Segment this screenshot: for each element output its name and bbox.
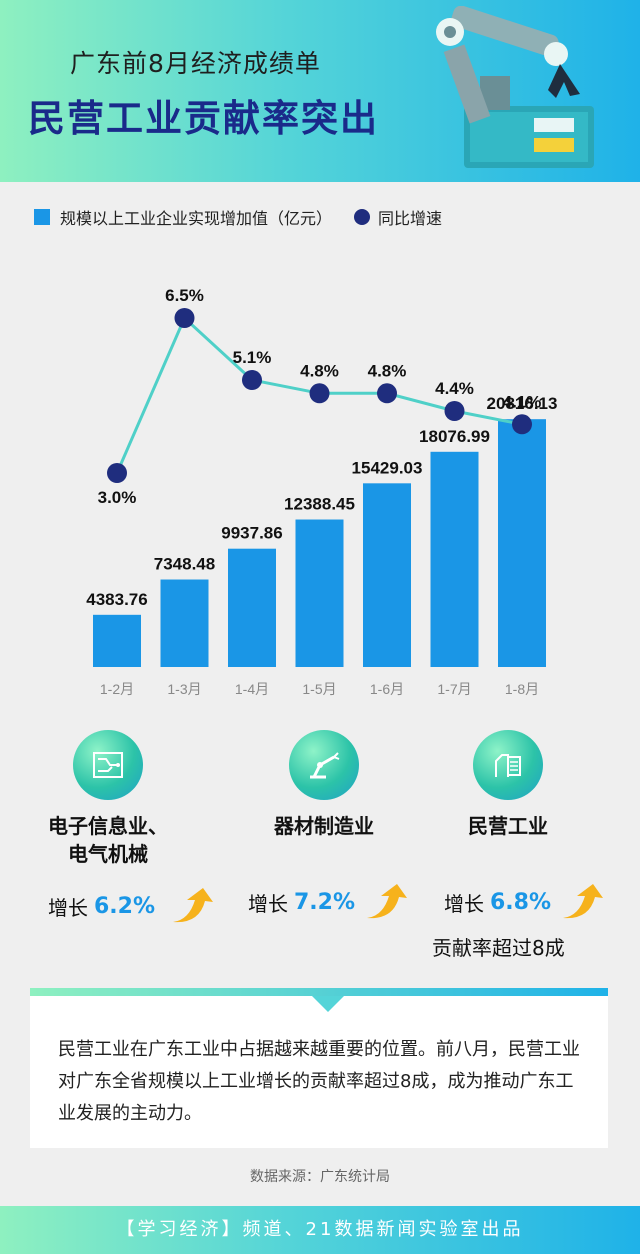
bar-value-label: 4383.76 <box>86 590 147 609</box>
growth-value-label: 3.0% <box>98 488 137 507</box>
sector-highlights: 电子信息业、 电气机械 器材制造业 民营工业 <box>0 730 640 880</box>
growth-point <box>512 414 532 435</box>
x-tick-label: 1-8月 <box>505 681 539 697</box>
bar-1-6月 <box>363 483 411 667</box>
growth-value: 7.2% <box>294 889 356 915</box>
growth-point <box>242 370 262 390</box>
bar-value-label: 12388.45 <box>284 495 355 514</box>
growth-value: 6.8% <box>490 889 552 915</box>
x-tick-label: 1-7月 <box>437 681 471 697</box>
sector-name: 电子信息业、 电气机械 <box>48 814 168 866</box>
growth-private: 增长 6.8% <box>444 882 605 922</box>
bar-value-label: 20816.13 <box>487 394 558 413</box>
bar-value-label: 9937.86 <box>221 524 282 543</box>
header-banner: 广东前8月经济成绩单 民营工业贡献率突出 <box>0 0 640 182</box>
growth-value-label: 4.1% <box>503 392 542 411</box>
growth-point <box>377 383 397 404</box>
legend-line-label: 同比增速 <box>378 209 443 228</box>
summary-top-bar <box>30 988 608 996</box>
summary-notch <box>312 996 344 1012</box>
bar-1-4月 <box>228 548 276 667</box>
growth-value-label: 4.8% <box>300 361 339 380</box>
up-arrow-icon <box>173 888 214 923</box>
bar-1-3月 <box>160 579 209 667</box>
growth-value: 6.2% <box>94 893 156 919</box>
growth-value-label: 4.8% <box>368 361 407 380</box>
growth-electronics: 增长 6.2% <box>48 886 215 926</box>
growth-point <box>444 401 465 421</box>
bar-value-label: 15429.03 <box>352 458 423 477</box>
x-tick-label: 1-4月 <box>235 681 269 697</box>
robot-arm-illustration-icon <box>436 6 594 168</box>
page-title: 民营工业贡献率突出 <box>28 97 379 140</box>
sector-name: 器材制造业 <box>274 814 374 838</box>
up-arrow-icon <box>367 884 408 919</box>
sector-name: 民营工业 <box>468 814 548 838</box>
growth-value-label: 6.5% <box>165 286 204 305</box>
sector-card-electronics: 电子信息业、 电气机械 <box>18 730 198 868</box>
summary-box: 民营工业在广东工业中占据越来越重要的位置。前八月，民营工业对广东全省规模以上工业… <box>30 988 608 1148</box>
robot-arm-icon <box>289 730 359 800</box>
bar-1-5月 <box>295 519 344 667</box>
x-tick-label: 1-6月 <box>370 681 404 697</box>
bar-value-label: 18076.99 <box>419 427 490 446</box>
page-subtitle: 广东前8月经济成绩单 <box>70 49 321 78</box>
legend-bar-label: 规模以上工业企业实现增加值（亿元） <box>60 209 333 228</box>
factory-icon <box>473 730 543 800</box>
sector-card-private: 民营工业 <box>418 730 598 840</box>
summary-text: 民营工业在广东工业中占据越来越重要的位置。前八月，民营工业对广东全省规模以上工业… <box>58 1039 580 1124</box>
growth-value-label: 4.4% <box>435 379 474 398</box>
bar-1-2月 <box>93 614 141 667</box>
combo-chart: 4383.76 1-2月 7348.48 1-3月 9937.86 1-4月 12388.4… <box>86 286 558 697</box>
up-arrow-icon <box>563 884 604 919</box>
growth-point <box>107 463 127 483</box>
bar-1-7月 <box>430 451 479 667</box>
x-tick-label: 1-3月 <box>167 681 201 697</box>
bar-1-8月 <box>498 419 546 667</box>
sector-card-equipment: 器材制造业 <box>234 730 414 840</box>
x-tick-label: 1-5月 <box>302 681 336 697</box>
bar-value-label: 7348.48 <box>154 555 215 574</box>
chart-legend: 规模以上工业企业实现增加值（亿元） 同比增速 <box>34 206 442 228</box>
legend-line-swatch <box>354 209 371 225</box>
x-tick-label: 1-2月 <box>100 681 134 697</box>
growth-equipment: 增长 7.2% <box>248 882 409 922</box>
contribution-note: 贡献率超过8成 <box>432 936 565 960</box>
data-source: 数据来源：广东统计局 <box>250 1169 390 1185</box>
growth-point <box>174 308 195 328</box>
legend-bar-swatch <box>34 209 50 225</box>
footer-credit: 【学习经济】频道、21数据新闻实验室出品 <box>0 1206 640 1254</box>
circuit-board-icon <box>73 730 143 800</box>
growth-point <box>309 383 330 404</box>
growth-value-label: 5.1% <box>233 348 272 367</box>
